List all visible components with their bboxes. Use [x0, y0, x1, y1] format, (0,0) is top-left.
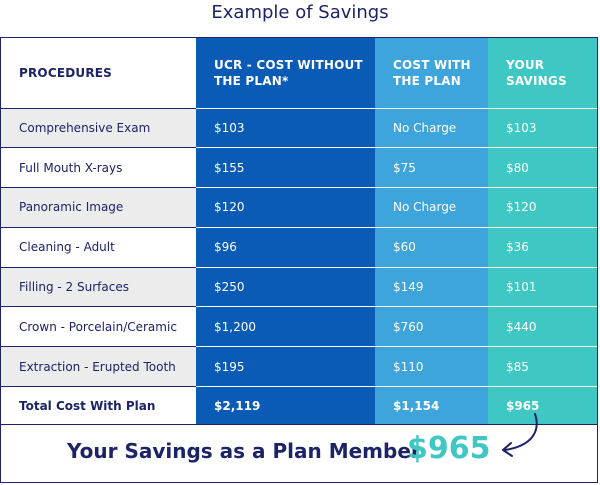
table-row: Filling - 2 Surfaces $250 $149 $101	[1, 267, 597, 308]
savings-cell: $103	[488, 108, 597, 149]
ucr-cell: $120	[196, 187, 375, 228]
page-title: Example of Savings	[211, 2, 389, 23]
ucr-cell: $155	[196, 147, 375, 189]
procedure-cell: Crown - Porcelain/Ceramic	[1, 306, 196, 348]
savings-cell: $85	[488, 346, 597, 388]
header-your-savings: YOUR SAVINGS	[488, 38, 597, 109]
cost-cell: $149	[375, 267, 488, 308]
savings-table: PROCEDURES UCR - COST WITHOUT THE PLAN* …	[1, 38, 597, 427]
header-procedures: PROCEDURES	[1, 38, 196, 109]
footer-label: Your Savings as a Plan Member	[67, 439, 421, 463]
procedure-cell: Full Mouth X-rays	[1, 147, 196, 189]
ucr-cell: $1,200	[196, 306, 375, 348]
table-row: Cleaning - Adult $96 $60 $36	[1, 227, 597, 268]
ucr-cell: $103	[196, 108, 375, 149]
table-row: Crown - Porcelain/Ceramic $1,200 $760 $4…	[1, 306, 597, 348]
ucr-cell: $195	[196, 346, 375, 388]
header-cost-with-plan: COST WITH THE PLAN	[375, 38, 488, 109]
table-row: Full Mouth X-rays $155 $75 $80	[1, 147, 597, 189]
footer-amount: $965	[407, 431, 491, 466]
total-savings: $965	[488, 386, 597, 427]
cost-cell: $75	[375, 147, 488, 189]
savings-cell: $101	[488, 267, 597, 308]
savings-cell: $36	[488, 227, 597, 268]
table-header-row: PROCEDURES UCR - COST WITHOUT THE PLAN* …	[1, 38, 597, 109]
procedure-cell: Panoramic Image	[1, 187, 196, 228]
cost-cell: $760	[375, 306, 488, 348]
savings-cell: $120	[488, 187, 597, 228]
cost-cell: $60	[375, 227, 488, 268]
table-row: Comprehensive Exam $103 No Charge $103	[1, 108, 597, 149]
total-cost: $1,154	[375, 386, 488, 427]
ucr-cell: $96	[196, 227, 375, 268]
cost-cell: No Charge	[375, 108, 488, 149]
table-row: Extraction - Erupted Tooth $195 $110 $85	[1, 346, 597, 388]
cost-cell: No Charge	[375, 187, 488, 228]
procedure-cell: Cleaning - Adult	[1, 227, 196, 268]
total-ucr: $2,119	[196, 386, 375, 427]
header-ucr: UCR - COST WITHOUT THE PLAN*	[196, 38, 375, 109]
table-row: Panoramic Image $120 No Charge $120	[1, 187, 597, 228]
procedure-cell: Extraction - Erupted Tooth	[1, 346, 196, 388]
cost-cell: $110	[375, 346, 488, 388]
procedure-cell: Comprehensive Exam	[1, 108, 196, 149]
savings-table-frame: PROCEDURES UCR - COST WITHOUT THE PLAN* …	[0, 37, 598, 483]
savings-cell: $440	[488, 306, 597, 348]
ucr-cell: $250	[196, 267, 375, 308]
savings-footer: Your Savings as a Plan Member $965	[1, 424, 597, 482]
total-label: Total Cost With Plan	[1, 386, 196, 427]
savings-cell: $80	[488, 147, 597, 189]
procedure-cell: Filling - 2 Surfaces	[1, 267, 196, 308]
curved-arrow-icon	[502, 413, 538, 457]
